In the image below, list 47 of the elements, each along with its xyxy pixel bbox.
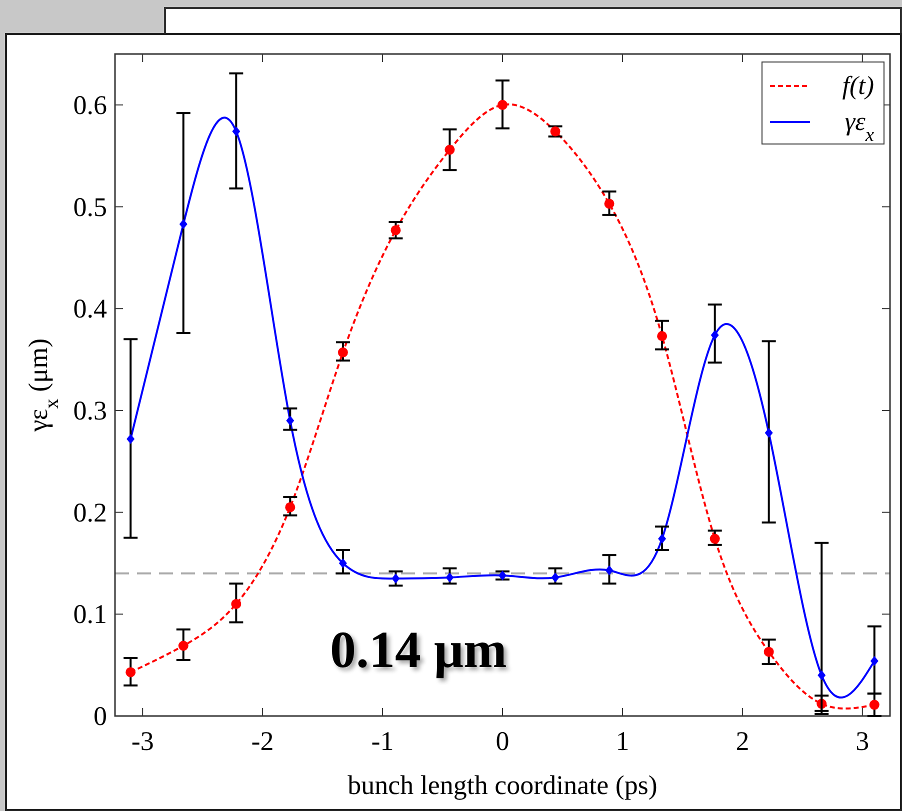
point [126, 667, 136, 678]
y-tick-label: 0.3 [73, 395, 107, 426]
point [446, 572, 454, 582]
point [657, 331, 668, 342]
point [498, 100, 508, 110]
point [231, 598, 242, 609]
point [710, 330, 719, 340]
point [338, 347, 348, 358]
y-tick-label: 0 [94, 701, 107, 731]
x-tick-label: 2 [736, 726, 750, 756]
point [869, 700, 880, 710]
x-tick-label: -2 [251, 726, 274, 756]
point [604, 198, 614, 209]
x-tick-label: 0 [496, 726, 510, 756]
point [764, 646, 774, 657]
annotation: 0.14 μm [330, 622, 507, 679]
y-tick-label: 0.6 [73, 90, 107, 120]
x-axis-title: bunch length coordinate (ps) [348, 770, 658, 800]
point [286, 416, 294, 426]
point [285, 502, 296, 512]
point [550, 126, 560, 136]
point [444, 144, 455, 155]
y-tick-label: 0.4 [73, 294, 108, 324]
point [179, 219, 188, 230]
point [870, 656, 878, 666]
y-tick-label: 0.1 [73, 599, 107, 630]
legend-label: f(t) [842, 71, 874, 100]
point [498, 570, 506, 580]
point [232, 126, 240, 136]
point [551, 572, 560, 582]
point [338, 558, 347, 568]
point [126, 434, 135, 444]
x-tick-label: 3 [856, 726, 870, 756]
x-tick-label: -1 [371, 726, 394, 756]
x-tick-label: -3 [131, 726, 154, 756]
point [818, 670, 826, 680]
point [710, 534, 720, 544]
y-tick-label: 0.2 [73, 497, 107, 528]
point [605, 565, 614, 576]
x-tick-label: 1 [616, 726, 630, 756]
y-tick-label: 0.5 [73, 192, 107, 222]
point [392, 574, 400, 584]
point [764, 428, 773, 438]
point [658, 534, 666, 544]
legend-label: γε$_{x}$ [844, 107, 874, 146]
point [390, 225, 401, 236]
point [178, 640, 188, 651]
